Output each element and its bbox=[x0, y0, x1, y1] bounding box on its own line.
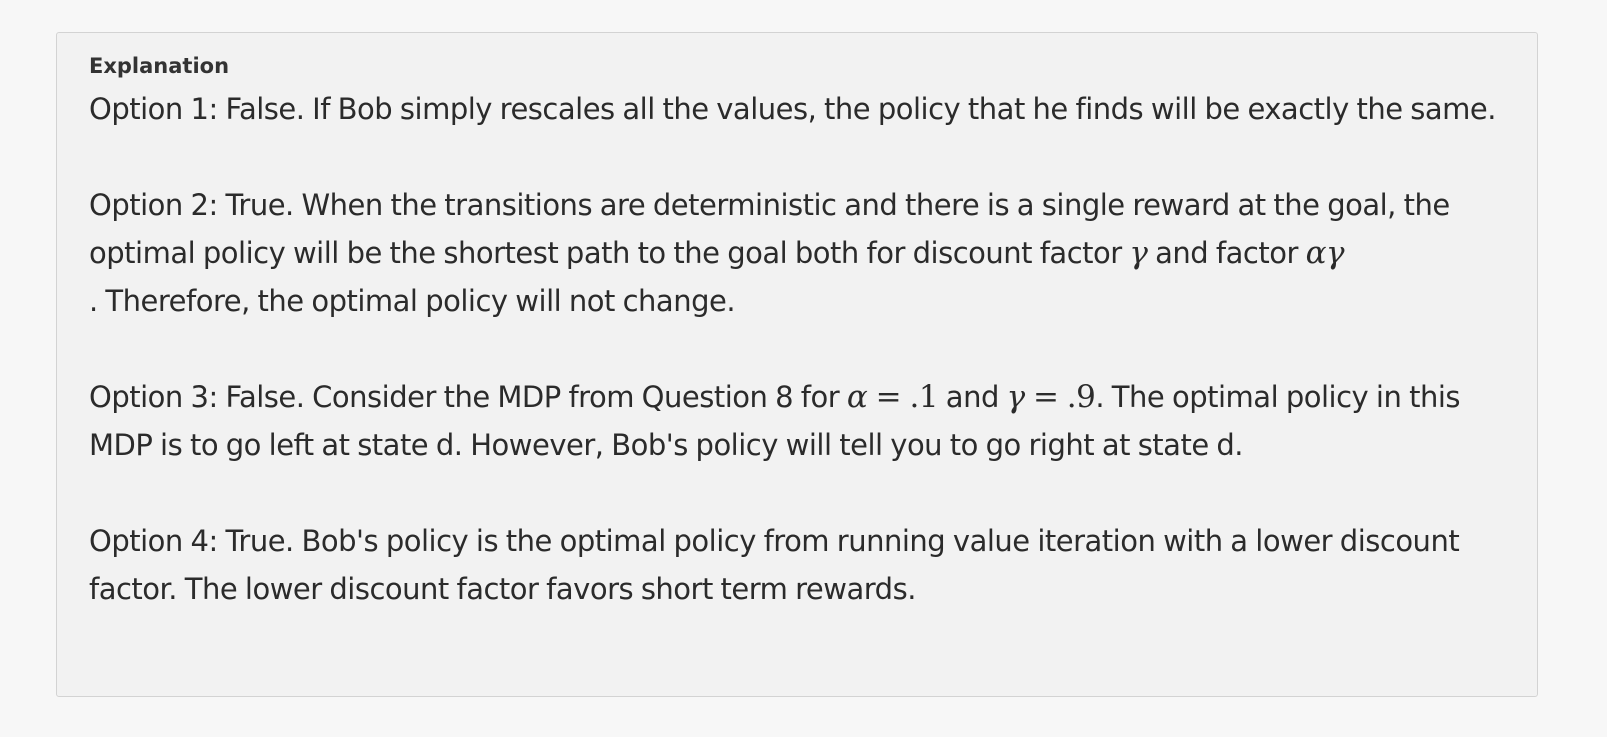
explanation-box: Explanation Option 1: False. If Bob simp… bbox=[56, 32, 1538, 697]
explanation-heading: Explanation bbox=[89, 54, 230, 78]
option-1-explanation: Option 1: False. If Bob simply rescales … bbox=[89, 85, 1505, 133]
option-4-text: Option 4: True. Bob's policy is the opti… bbox=[89, 524, 1460, 606]
option-3-text-and: and bbox=[938, 380, 1007, 414]
gamma-value: = .9 bbox=[1024, 379, 1096, 415]
option-3-text-start: Option 3: False. Consider the MDP from Q… bbox=[89, 380, 847, 414]
option-2-text-end: . Therefore, the optimal policy will not… bbox=[89, 284, 736, 318]
option-1-text: Option 1: False. If Bob simply rescales … bbox=[89, 92, 1496, 126]
gamma-symbol: γ bbox=[1006, 379, 1026, 415]
option-2-explanation: Option 2: True. When the transitions are… bbox=[89, 181, 1505, 325]
option-4-explanation: Option 4: True. Bob's policy is the opti… bbox=[89, 517, 1505, 613]
option-2-text-middle: and factor bbox=[1147, 236, 1306, 270]
gamma-symbol: γ bbox=[1129, 235, 1148, 271]
option-2-text-start: Option 2: True. When the transitions are… bbox=[89, 188, 1450, 270]
option-3-text-end: . The optimal policy in this MDP is to g… bbox=[89, 380, 1461, 462]
alpha-gamma-symbol: αγ bbox=[1305, 235, 1345, 271]
option-3-explanation: Option 3: False. Consider the MDP from Q… bbox=[89, 373, 1505, 469]
alpha-symbol: α bbox=[846, 379, 868, 415]
alpha-value: = .1 bbox=[867, 379, 939, 415]
